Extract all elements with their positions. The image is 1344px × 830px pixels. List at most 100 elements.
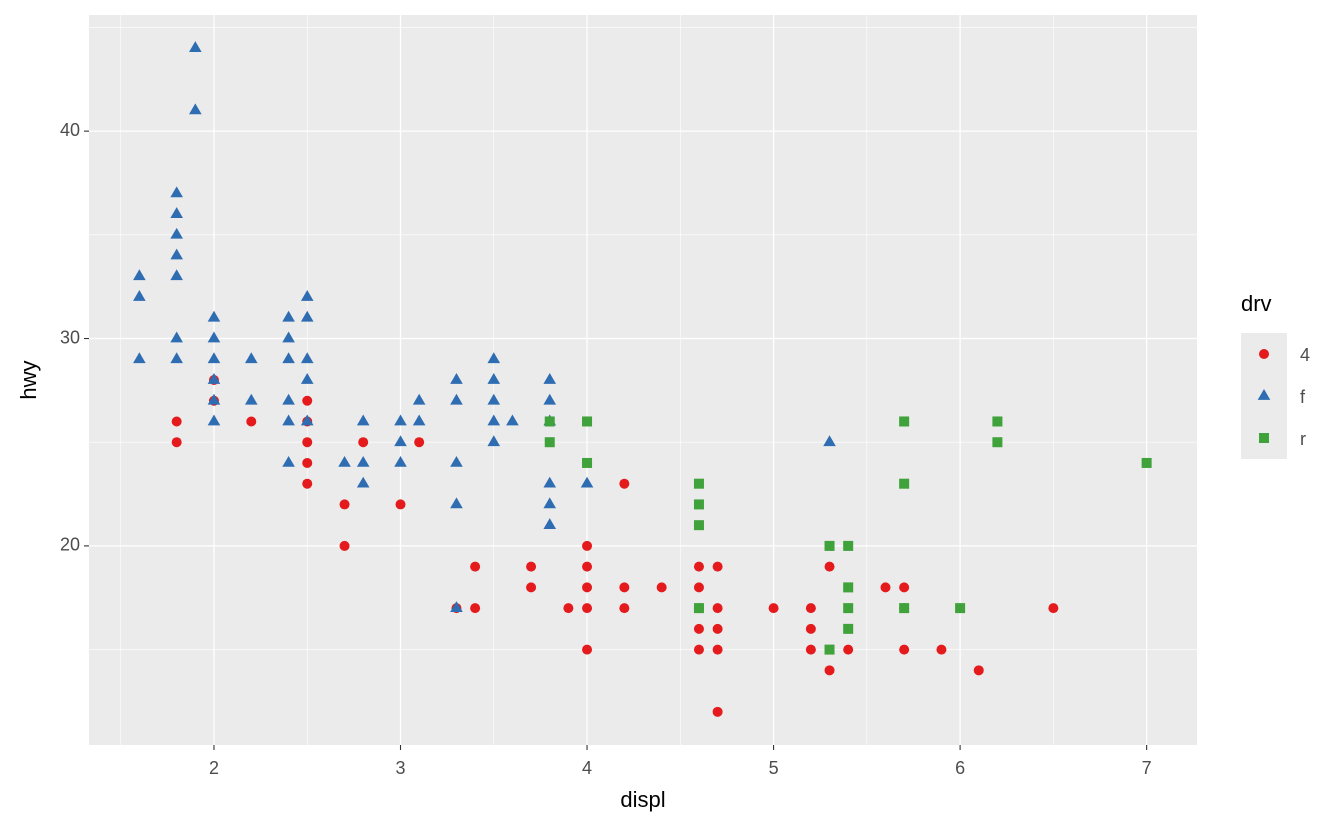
x-tick-label: 5 [769,758,779,778]
point [1141,457,1152,468]
grid [89,15,1197,745]
point [582,416,593,427]
point [207,414,221,426]
x-tick-label: 2 [209,758,219,778]
point [133,352,146,364]
point [712,706,723,717]
point [170,248,183,260]
point [244,352,258,364]
point [394,435,407,447]
point [582,561,593,572]
x-axis-title: displ [620,787,665,812]
point [450,393,463,405]
point [693,623,704,634]
point [470,603,481,614]
point [133,290,146,301]
point [805,603,816,614]
point [936,644,947,655]
marks [133,41,1152,717]
point [189,41,202,53]
point [582,644,593,655]
point [244,393,258,405]
point [543,497,557,509]
point [582,603,593,614]
point [170,331,183,343]
point [170,227,183,239]
point [207,393,221,405]
y-tick-label: 30 [60,327,80,347]
point [300,414,314,426]
point [133,269,146,281]
point [712,623,723,634]
x-tick-label: 3 [396,758,406,778]
point [282,352,295,364]
point [300,352,314,364]
point [693,644,704,655]
x-tick-label: 6 [955,758,965,778]
point [302,478,313,489]
point [282,414,295,426]
point [824,644,835,655]
point [487,414,501,426]
legend-label: r [1300,429,1306,449]
point [823,435,836,447]
point [843,540,854,551]
legend-title: drv [1241,291,1272,316]
point [282,393,295,405]
point [543,393,557,405]
point [619,603,630,614]
point [656,582,667,593]
point [412,393,426,405]
point [356,476,370,488]
point [470,561,481,572]
point [544,437,555,448]
point [582,457,593,468]
point [189,103,202,115]
point [358,437,369,448]
point [992,416,1003,427]
point [506,414,519,426]
legend-symbol [1259,349,1269,359]
point [170,207,183,218]
point [580,476,594,488]
point [395,499,406,510]
point [955,603,966,614]
point [899,644,910,655]
point [899,603,910,614]
point [843,623,854,634]
panel-background [89,15,1197,745]
point [450,373,463,384]
point [712,644,723,655]
point [693,520,704,531]
point [526,582,537,593]
point [207,373,221,384]
point [450,497,463,509]
point [824,561,835,572]
point [302,437,313,448]
legend: 4 f r [1241,333,1310,459]
point [487,393,501,405]
point [693,478,704,489]
point [207,352,221,364]
point [693,603,704,614]
point [302,395,313,406]
point [1048,603,1059,614]
point [843,582,854,593]
point [300,290,314,301]
point [356,414,370,426]
point [843,644,854,655]
point [170,269,183,281]
legend-label: 4 [1300,345,1310,365]
point [207,310,221,322]
point [973,665,984,676]
point [619,478,630,489]
point [282,455,295,467]
point [544,416,555,427]
point [805,644,816,655]
point [526,561,537,572]
point [170,186,183,198]
point [282,331,295,343]
point [843,603,854,614]
